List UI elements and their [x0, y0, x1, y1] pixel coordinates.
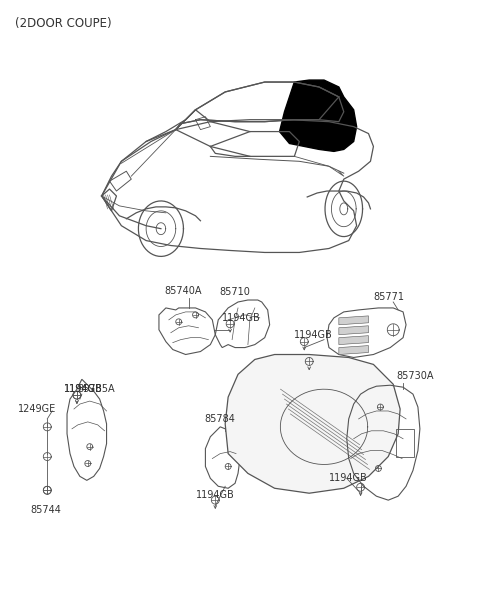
Polygon shape — [339, 336, 369, 344]
Text: 1194GB: 1194GB — [195, 490, 234, 500]
Bar — [396, 429, 414, 456]
Polygon shape — [225, 355, 400, 493]
Text: 85710: 85710 — [220, 287, 251, 297]
Text: 1194GB: 1194GB — [64, 384, 103, 394]
Text: 85744: 85744 — [30, 505, 61, 515]
Text: 1194GB: 1194GB — [64, 384, 103, 394]
Polygon shape — [339, 346, 369, 355]
Polygon shape — [279, 80, 357, 151]
Text: 85784: 85784 — [205, 414, 236, 424]
Polygon shape — [339, 316, 369, 325]
Text: 85730A: 85730A — [396, 371, 433, 381]
Text: 85740A: 85740A — [164, 286, 202, 296]
Text: 85785A: 85785A — [77, 384, 115, 394]
Text: 1194GB: 1194GB — [294, 330, 333, 339]
Polygon shape — [339, 326, 369, 335]
Text: 1194GB: 1194GB — [222, 313, 261, 323]
Text: 1249GE: 1249GE — [18, 404, 56, 414]
Text: 1194GB: 1194GB — [329, 473, 368, 484]
Text: (2DOOR COUPE): (2DOOR COUPE) — [14, 17, 111, 30]
Text: 85771: 85771 — [373, 292, 405, 302]
